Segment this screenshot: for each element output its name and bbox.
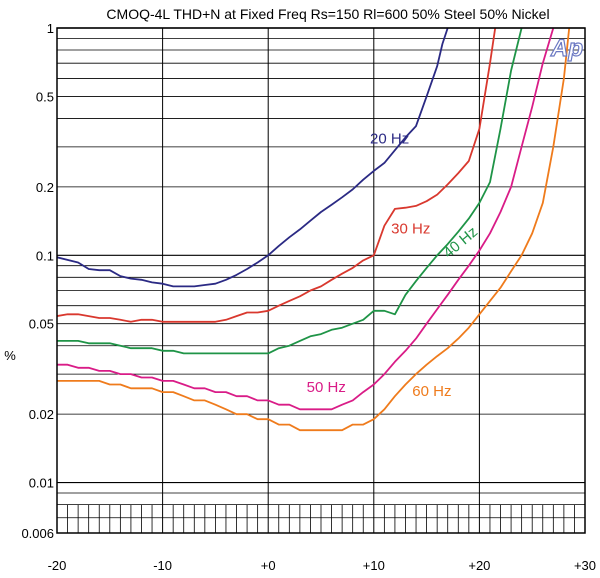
series-line-50hz — [57, 28, 555, 411]
y-tick-label: 0.006 — [21, 526, 54, 541]
series-label: 20 Hz — [370, 131, 409, 148]
x-tick-label: -20 — [48, 558, 67, 573]
x-tick-label: +0 — [261, 558, 276, 573]
series-line-40hz — [57, 28, 523, 355]
y-tick-label: 1 — [47, 21, 54, 36]
series-line-30hz — [57, 28, 497, 323]
x-tick-label: +30 — [574, 558, 596, 573]
x-tick-labels: -20 -10 +0 +10 +20 +30 — [48, 558, 596, 573]
series-label: 50 Hz — [307, 379, 346, 396]
series-line-20hz — [57, 28, 449, 288]
chart-title: CMOQ-4L THD+N at Fixed Freq Rs=150 Rl=60… — [106, 6, 549, 22]
series-line-60hz — [57, 28, 571, 432]
y-tick-label: 0.2 — [36, 180, 54, 195]
y-tick-label: 0.05 — [29, 317, 54, 332]
series-label: 30 Hz — [391, 220, 430, 237]
ap-logo: Ap — [550, 35, 583, 62]
y-tick-label: 0.5 — [36, 89, 54, 104]
y-tick-label: 0.1 — [36, 248, 54, 263]
y-axis-label: % — [4, 348, 16, 363]
x-tick-label: -10 — [153, 558, 172, 573]
series-label: 60 Hz — [412, 383, 451, 400]
plot-frame — [56, 27, 586, 534]
x-tick-label: +10 — [363, 558, 385, 573]
y-tick-labels: 1 0.5 0.2 0.1 0.05 0.02 0.01 0.006 — [21, 21, 54, 541]
series-lines — [57, 28, 571, 432]
x-tick-label: +20 — [468, 558, 490, 573]
y-tick-label: 0.02 — [29, 407, 54, 422]
y-tick-label: 0.01 — [29, 476, 54, 491]
